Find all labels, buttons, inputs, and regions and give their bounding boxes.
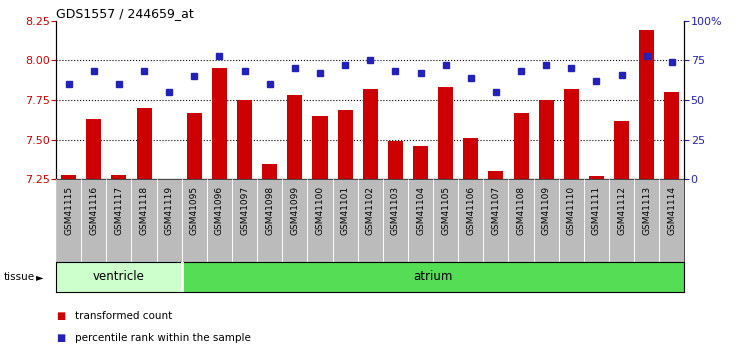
Bar: [640, 30, 654, 179]
FancyBboxPatch shape: [257, 179, 282, 262]
Bar: [162, 179, 177, 181]
FancyBboxPatch shape: [56, 262, 182, 292]
Text: ►: ►: [36, 272, 43, 282]
FancyBboxPatch shape: [182, 179, 207, 262]
FancyBboxPatch shape: [584, 179, 609, 262]
Bar: [86, 119, 101, 179]
Text: GSM41098: GSM41098: [266, 186, 275, 235]
Bar: [212, 68, 227, 179]
Bar: [664, 92, 679, 179]
Bar: [237, 100, 252, 179]
Bar: [137, 108, 152, 179]
Text: GSM41107: GSM41107: [491, 186, 500, 235]
FancyBboxPatch shape: [609, 179, 634, 262]
FancyBboxPatch shape: [433, 179, 459, 262]
FancyBboxPatch shape: [459, 179, 483, 262]
FancyBboxPatch shape: [559, 179, 584, 262]
Text: GSM41097: GSM41097: [240, 186, 249, 235]
Text: ■: ■: [56, 333, 65, 343]
Text: transformed count: transformed count: [75, 311, 172, 321]
FancyBboxPatch shape: [207, 179, 232, 262]
FancyBboxPatch shape: [509, 179, 533, 262]
FancyBboxPatch shape: [156, 179, 182, 262]
Text: GSM41110: GSM41110: [567, 186, 576, 235]
Bar: [263, 164, 278, 179]
FancyBboxPatch shape: [333, 179, 358, 262]
Bar: [337, 110, 352, 179]
Text: ■: ■: [56, 311, 65, 321]
Bar: [539, 100, 554, 179]
Bar: [589, 176, 604, 179]
Text: GSM41108: GSM41108: [517, 186, 526, 235]
FancyBboxPatch shape: [282, 179, 307, 262]
Text: GDS1557 / 244659_at: GDS1557 / 244659_at: [56, 7, 194, 20]
FancyBboxPatch shape: [132, 179, 156, 262]
Text: GSM41114: GSM41114: [667, 186, 676, 235]
Text: GSM41102: GSM41102: [366, 186, 375, 235]
Text: GSM41113: GSM41113: [643, 186, 652, 235]
Text: GSM41117: GSM41117: [114, 186, 123, 235]
Bar: [313, 116, 328, 179]
Text: GSM41100: GSM41100: [316, 186, 325, 235]
Bar: [363, 89, 378, 179]
FancyBboxPatch shape: [232, 179, 257, 262]
Text: GSM41115: GSM41115: [64, 186, 73, 235]
FancyBboxPatch shape: [383, 179, 408, 262]
Text: GSM41095: GSM41095: [190, 186, 199, 235]
Text: GSM41111: GSM41111: [592, 186, 601, 235]
Text: GSM41104: GSM41104: [416, 186, 425, 235]
Bar: [514, 113, 529, 179]
Text: GSM41106: GSM41106: [466, 186, 475, 235]
Text: GSM41101: GSM41101: [340, 186, 349, 235]
Text: GSM41099: GSM41099: [290, 186, 299, 235]
Bar: [388, 141, 403, 179]
Bar: [488, 171, 503, 179]
Bar: [187, 113, 202, 179]
Bar: [111, 175, 126, 179]
FancyBboxPatch shape: [82, 179, 106, 262]
Text: GSM41118: GSM41118: [140, 186, 149, 235]
Bar: [61, 175, 76, 179]
Text: GSM41103: GSM41103: [391, 186, 400, 235]
FancyBboxPatch shape: [408, 179, 433, 262]
FancyBboxPatch shape: [634, 179, 659, 262]
FancyBboxPatch shape: [106, 179, 132, 262]
Text: GSM41105: GSM41105: [441, 186, 450, 235]
Bar: [564, 89, 579, 179]
Bar: [614, 121, 629, 179]
Bar: [413, 146, 428, 179]
Text: ventricle: ventricle: [93, 270, 145, 283]
FancyBboxPatch shape: [659, 179, 684, 262]
Text: atrium: atrium: [414, 270, 453, 283]
Text: GSM41109: GSM41109: [542, 186, 551, 235]
Text: percentile rank within the sample: percentile rank within the sample: [75, 333, 251, 343]
FancyBboxPatch shape: [483, 179, 509, 262]
FancyBboxPatch shape: [56, 179, 82, 262]
FancyBboxPatch shape: [358, 179, 383, 262]
FancyBboxPatch shape: [533, 179, 559, 262]
Text: GSM41096: GSM41096: [215, 186, 224, 235]
Text: GSM41112: GSM41112: [617, 186, 626, 235]
Bar: [287, 95, 302, 179]
Text: GSM41116: GSM41116: [89, 186, 98, 235]
Text: tissue: tissue: [4, 272, 35, 282]
Text: GSM41119: GSM41119: [165, 186, 174, 235]
Bar: [463, 138, 478, 179]
Bar: [438, 87, 453, 179]
FancyBboxPatch shape: [307, 179, 333, 262]
